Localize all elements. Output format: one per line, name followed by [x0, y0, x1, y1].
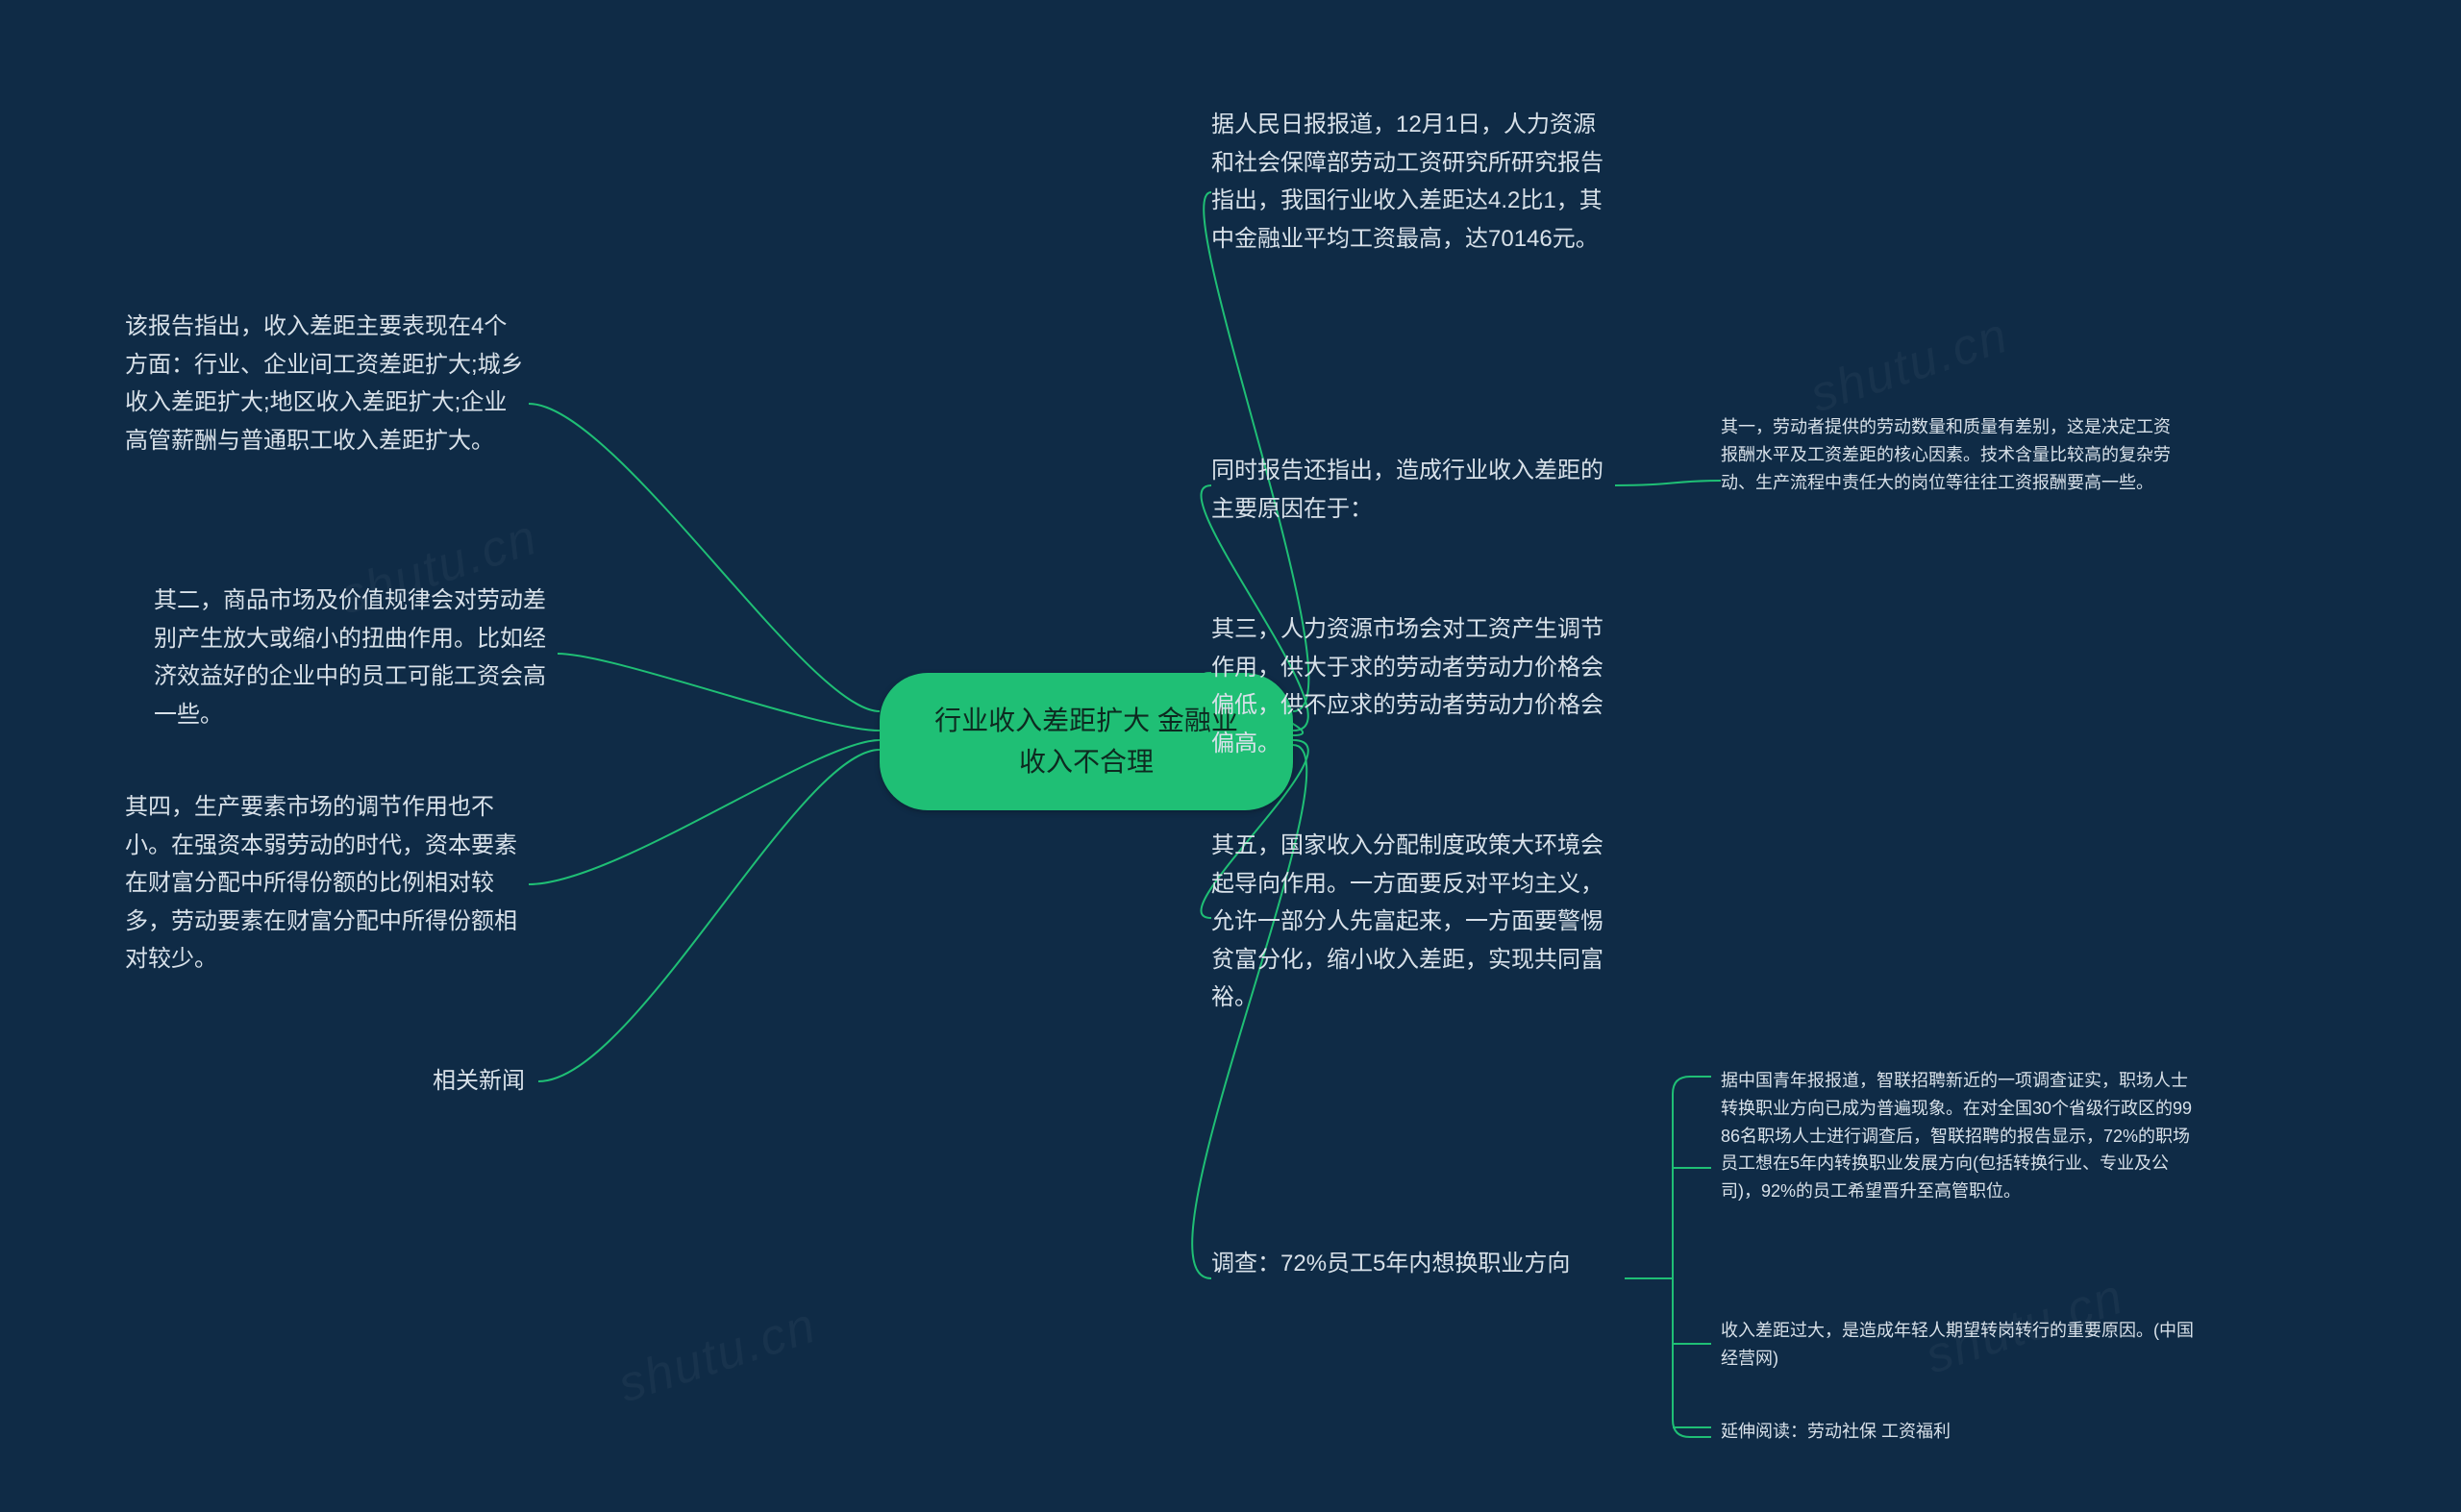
node-text: 延伸阅读：劳动社保 工资福利: [1721, 1422, 1951, 1441]
center-node-text: 行业收入差距扩大 金融业收入不合理: [934, 706, 1238, 777]
node-survey-a[interactable]: 据中国青年报报道，智联招聘新近的一项调查证实，职场人士转换职业方向已成为普遍现象…: [1721, 1067, 2201, 1205]
node-text: 其三，人力资源市场会对工资产生调节作用，供大于求的劳动者劳动力价格会偏低，供不应…: [1211, 616, 1603, 756]
node-text: 据人民日报报道，12月1日，人力资源和社会保障部劳动工资研究所研究报告指出，我国…: [1211, 112, 1603, 252]
mindmap-canvas: 行业收入差距扩大 金融业收入不合理 据人民日报报道，12月1日，人力资源和社会保…: [0, 0, 2461, 1512]
node-related-news[interactable]: 相关新闻: [433, 1062, 577, 1101]
watermark: shutu.cn: [1803, 307, 2016, 425]
node-r2[interactable]: 同时报告还指出，造成行业收入差距的主要原因在于：: [1211, 452, 1615, 528]
node-text: 调查：72%员工5年内想换职业方向: [1211, 1251, 1570, 1277]
node-text: 收入差距过大，是造成年轻人期望转岗转行的重要原因。(中国经营网): [1721, 1321, 2194, 1368]
node-text: 其五，国家收入分配制度政策大环境会起导向作用。一方面要反对平均主义，允许一部分人…: [1211, 832, 1603, 1010]
node-survey-b[interactable]: 收入差距过大，是造成年轻人期望转岗转行的重要原因。(中国经营网): [1721, 1317, 2201, 1373]
node-text: 其二，商品市场及价值规律会对劳动差别产生放大或缩小的扭曲作用。比如经济效益好的企…: [154, 587, 546, 728]
node-l1[interactable]: 该报告指出，收入差距主要表现在4个方面：行业、企业间工资差距扩大;城乡收入差距扩…: [125, 308, 529, 459]
node-text: 同时报告还指出，造成行业收入差距的主要原因在于：: [1211, 458, 1603, 522]
node-r3[interactable]: 其三，人力资源市场会对工资产生调节作用，供大于求的劳动者劳动力价格会偏低，供不应…: [1211, 610, 1615, 762]
node-text: 其四，生产要素市场的调节作用也不小。在强资本弱劳动的时代，资本要素在财富分配中所…: [125, 794, 517, 972]
node-survey-c[interactable]: 延伸阅读：劳动社保 工资福利: [1721, 1418, 2201, 1446]
node-l2[interactable]: 其二，商品市场及价值规律会对劳动差别产生放大或缩小的扭曲作用。比如经济效益好的企…: [154, 582, 558, 733]
node-text: 该报告指出，收入差距主要表现在4个方面：行业、企业间工资差距扩大;城乡收入差距扩…: [125, 313, 524, 454]
node-r2a[interactable]: 其一，劳动者提供的劳动数量和质量有差别，这是决定工资报酬水平及工资差距的核心因素…: [1721, 413, 2182, 496]
node-text: 相关新闻: [433, 1068, 525, 1094]
node-r5[interactable]: 其五，国家收入分配制度政策大环境会起导向作用。一方面要反对平均主义，允许一部分人…: [1211, 827, 1615, 1017]
node-text: 据中国青年报报道，智联招聘新近的一项调查证实，职场人士转换职业方向已成为普遍现象…: [1721, 1071, 2192, 1201]
node-l4[interactable]: 其四，生产要素市场的调节作用也不小。在强资本弱劳动的时代，资本要素在财富分配中所…: [125, 788, 529, 979]
node-text: 其一，劳动者提供的劳动数量和质量有差别，这是决定工资报酬水平及工资差距的核心因素…: [1721, 417, 2171, 492]
node-r1[interactable]: 据人民日报报道，12月1日，人力资源和社会保障部劳动工资研究所研究报告指出，我国…: [1211, 106, 1615, 258]
node-survey[interactable]: 调查：72%员工5年内想换职业方向: [1211, 1245, 1625, 1283]
watermark: shutu.cn: [611, 1297, 824, 1415]
